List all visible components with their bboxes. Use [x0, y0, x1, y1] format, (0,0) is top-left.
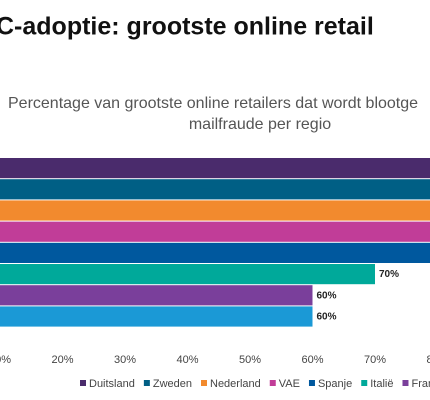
x-tick-label: 10% — [0, 354, 11, 366]
bar — [0, 285, 313, 306]
x-tick-label: 20% — [51, 354, 73, 366]
legend-swatch — [80, 380, 86, 386]
legend-label: Spanje — [318, 378, 352, 390]
legend-label: Duitsland — [89, 378, 135, 390]
x-tick-label: 40% — [176, 354, 198, 366]
value-label: 60% — [317, 290, 337, 301]
bar — [0, 306, 313, 327]
bar — [0, 242, 430, 263]
legend-swatch — [201, 380, 207, 386]
bar — [0, 158, 430, 179]
legend-label: Nederland — [210, 378, 261, 390]
legend-swatch — [269, 380, 276, 386]
bar — [0, 200, 430, 221]
chart-title: C-adoptie: grootste online retail — [0, 13, 374, 41]
legend-swatch — [143, 380, 150, 386]
legend-label: Italië — [370, 378, 393, 390]
x-tick-label: 70% — [364, 354, 386, 366]
x-tick-label: 80% — [426, 354, 430, 366]
x-tick-label: 50% — [239, 354, 261, 366]
legend-swatch — [361, 380, 368, 386]
legend-swatch — [402, 380, 409, 386]
bar — [0, 264, 375, 285]
value-label: 70% — [379, 269, 399, 280]
legend-swatch — [308, 380, 315, 386]
legend-label: Fran — [411, 378, 430, 390]
x-tick-label: 60% — [301, 354, 323, 366]
legend-label: Zweden — [153, 378, 192, 390]
legend-label: VAE — [279, 378, 300, 390]
bar — [0, 221, 430, 242]
bar — [0, 179, 430, 200]
chart-subtitle: mailfraude per regio — [189, 116, 331, 133]
chart-subtitle: Percentage van grootste online retailers… — [8, 95, 418, 112]
value-label: 60% — [317, 312, 337, 323]
x-tick-label: 30% — [114, 354, 136, 366]
